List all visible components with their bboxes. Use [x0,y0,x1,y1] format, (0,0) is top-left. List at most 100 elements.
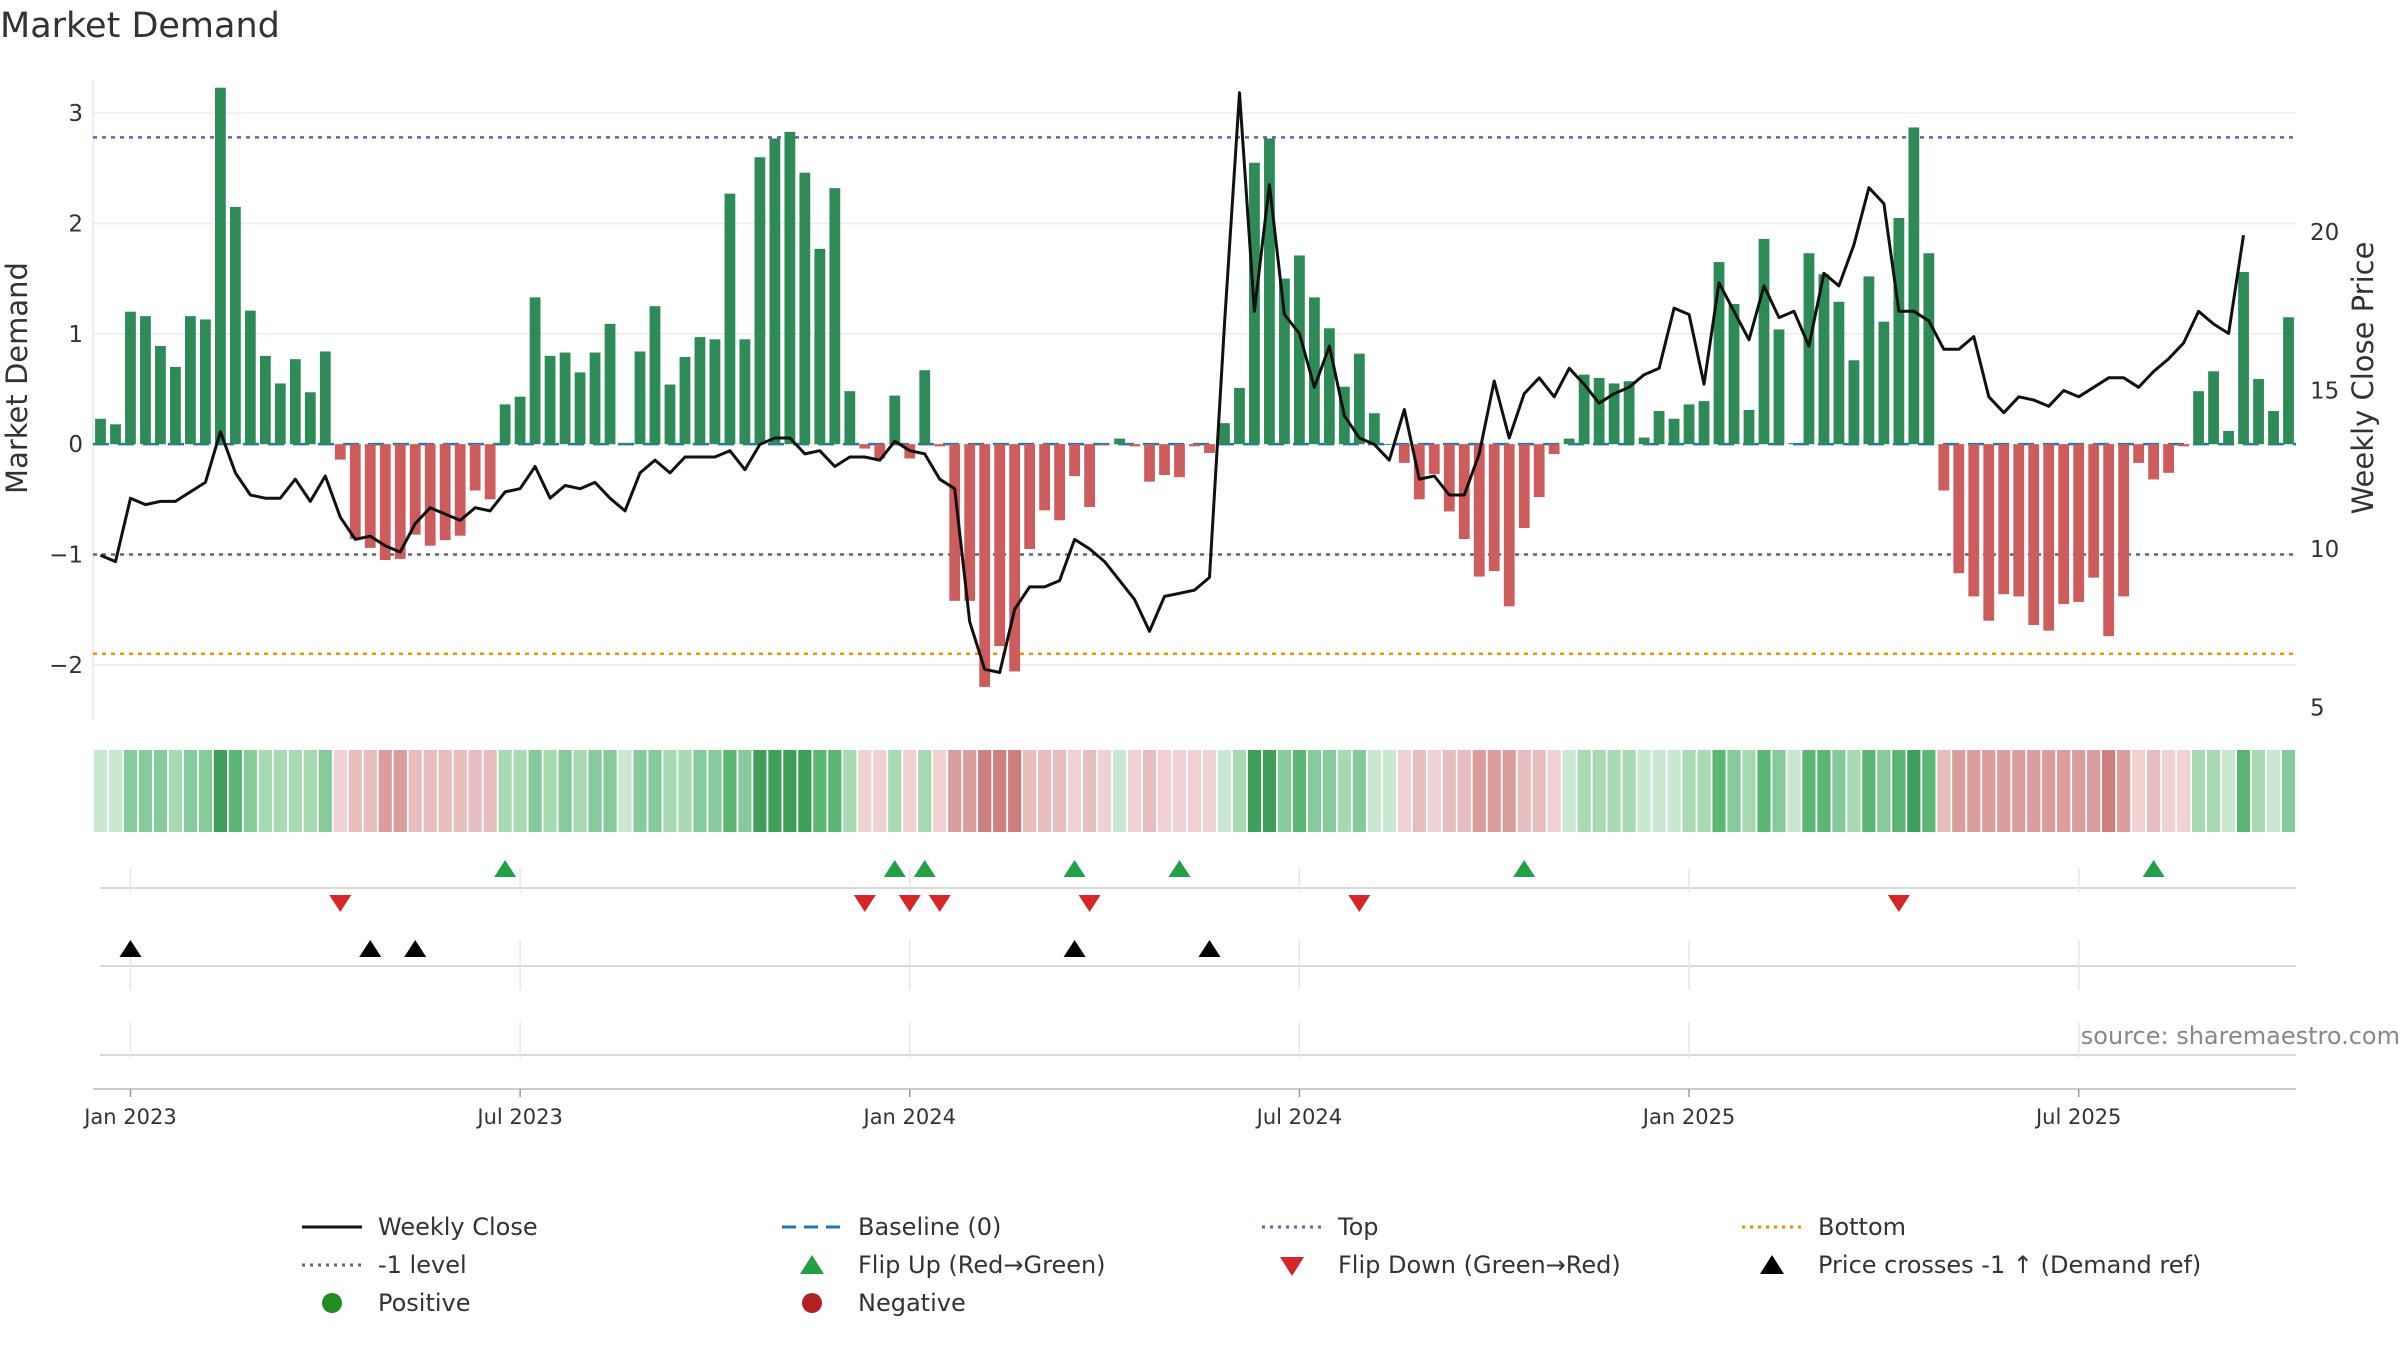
y-axis-label: Market Demand [0,262,34,494]
strip-cell [2087,750,2101,832]
demand-bar [1383,444,1395,445]
demand-bar [1623,381,1635,445]
legend-weekly-close: Weekly Close [300,1208,538,1246]
demand-bar [1863,276,1875,445]
strip-cell [228,750,242,832]
strip-cell [2177,750,2191,832]
strip-cell [798,750,812,832]
demand-bar [394,444,406,559]
legend-swatch-top [1262,1225,1322,1229]
demand-bar [454,444,466,536]
legend-swatch-flip-down [1280,1257,1304,1276]
demand-bar [334,444,346,460]
demand-bar [1189,444,1200,447]
demand-bar [1968,444,1980,597]
demand-bar [694,337,706,445]
strip-cell [2236,750,2251,832]
demand-bar [2268,411,2279,445]
demand-bar [1443,444,1455,512]
price-cross-marker [119,940,142,957]
demand-bar [304,392,316,445]
price-cross-marker [404,940,427,957]
legend-swatch-weekly-close [302,1225,362,1229]
demand-bar [1773,329,1785,445]
strip-cell [1337,750,1351,832]
strip-cell [753,750,767,832]
flip-down-marker [853,895,876,912]
strip-cell [1217,750,1232,832]
strip-cell [678,750,692,832]
demand-bar [2193,391,2204,445]
y-tick-label-right: 10 [2310,537,2339,563]
strip-cell [858,750,872,832]
strip-cell [648,750,662,832]
strip-cell [1577,750,1591,832]
strip-cell [888,750,902,832]
y-axis-label-right: Weekly Close Price [2346,242,2380,515]
y-tick-label: −2 [49,653,83,679]
strip-cell [543,750,557,832]
demand-bar [484,444,496,500]
demand-bar [170,366,181,445]
strip-cell [1967,750,1981,832]
demand-bar [2058,444,2070,605]
demand-bar [1713,262,1725,445]
strip-cell [1562,750,1576,832]
strip-cell [153,750,168,832]
legend-swatch-positive [322,1293,342,1313]
demand-bar [1039,444,1051,511]
demand-bar [1428,444,1440,474]
strip-cell [1322,750,1336,832]
demand-bar [754,157,766,445]
flip-up-marker [1168,860,1191,877]
strip-cell [1892,750,1906,832]
strip-cell [1712,750,1726,832]
strip-cell [1787,750,1801,832]
strip-cell [183,750,198,832]
demand-bar [499,404,511,445]
strip-cell [1112,750,1127,832]
demand-bar [95,418,106,445]
demand-bar [1938,444,1950,491]
demand-bar [1788,443,1800,445]
demand-bar [2223,430,2234,445]
legend-price-cross: Price crosses -1 ↑ (Demand ref) [1740,1246,2201,1284]
weekly-close-line [99,91,2245,674]
strip-cell [393,750,407,832]
price-cross-marker [1198,940,1221,957]
strip-cell [1262,750,1277,832]
strip-cell [438,750,452,832]
demand-bars [95,87,2294,687]
strip-cell [828,750,842,832]
strip-cell [483,750,497,832]
demand-bar [2088,444,2100,578]
demand-bar [1533,444,1545,498]
flip-up-marker [494,860,517,877]
demand-bar [1698,401,1710,445]
demand-bar [200,319,211,445]
legend-top: Top [1260,1208,1379,1246]
demand-bar [349,444,361,540]
strip-cell [1427,750,1441,832]
demand-bar [1069,444,1080,477]
demand-bar [1803,253,1815,445]
demand-bar [1129,444,1140,447]
demand-bar [919,370,931,445]
strip-cell [498,750,512,832]
strip-cell [198,750,212,832]
demand-bar [664,384,676,445]
x-tick-label: Jul 2025 [2034,1105,2121,1129]
strip-cell [1202,750,1217,832]
strip-cell [1877,750,1891,832]
y-tick-label-right: 5 [2310,695,2325,721]
demand-bar [934,444,946,447]
legend-label-top: Top [1338,1213,1379,1241]
legend-label-bottom: Bottom [1818,1213,1907,1241]
strip-cell [273,750,287,832]
demand-bar [889,395,901,445]
demand-bar [2208,371,2219,445]
demand-bar [1833,301,1845,445]
demand-bar [874,444,886,459]
y-tick-label: 1 [68,322,83,348]
strip-cell [363,750,377,832]
